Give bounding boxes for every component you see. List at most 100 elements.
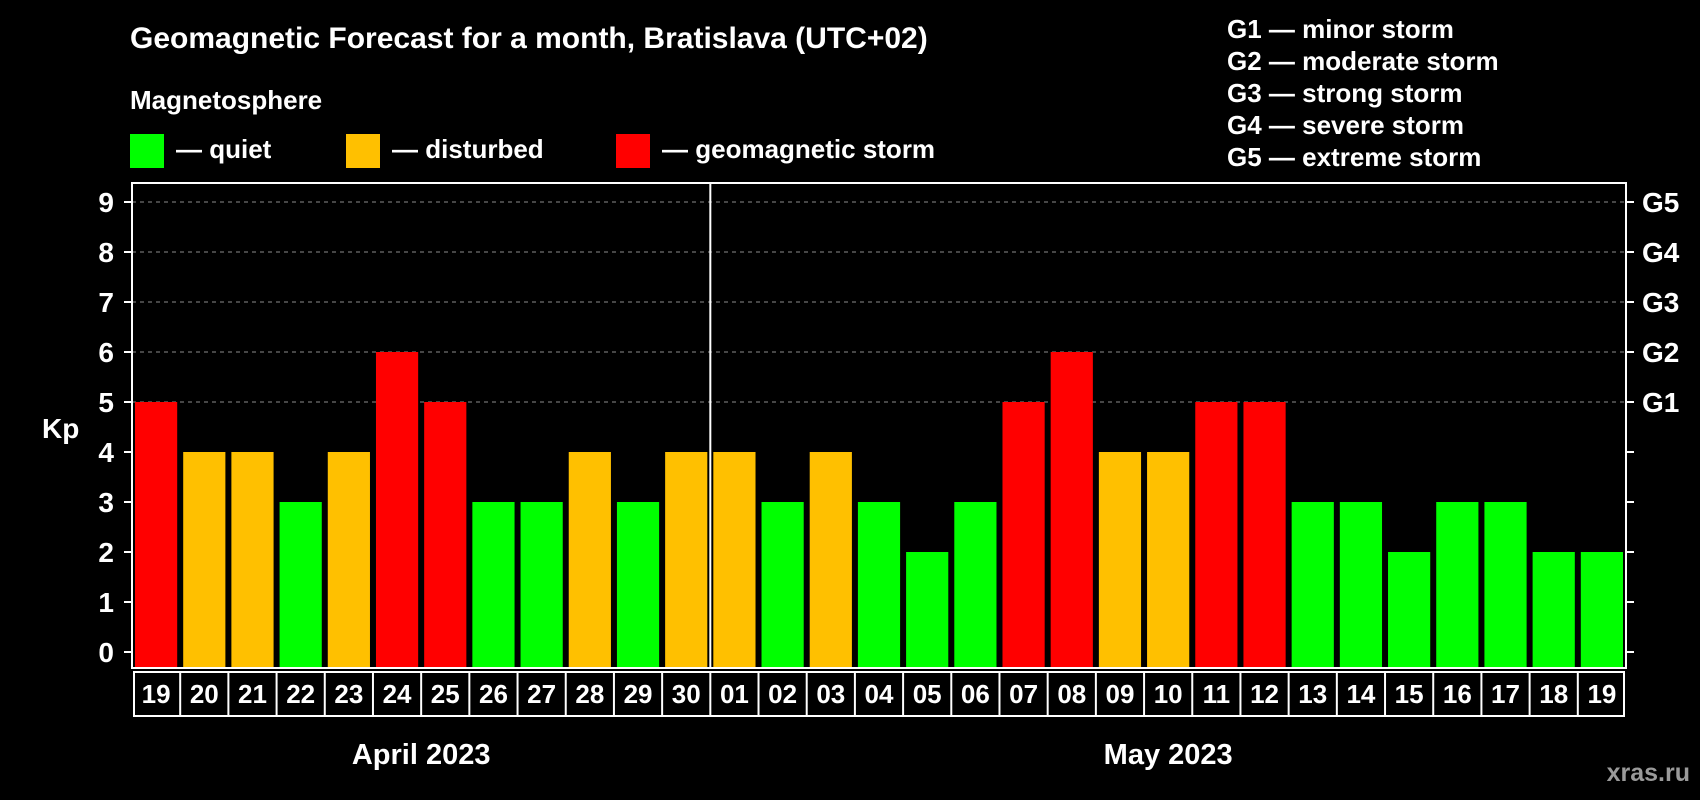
bar-19 <box>1050 352 1093 668</box>
bar-0 <box>135 402 178 668</box>
bar-13 <box>761 502 804 668</box>
bar-15 <box>857 502 901 668</box>
chart-title: Geomagnetic Forecast for a month, Bratis… <box>130 22 928 55</box>
storm-scale-item-4: G5 — extreme storm <box>1227 142 1481 172</box>
legend-label-2: — geomagnetic storm <box>662 134 935 164</box>
day-labels: 19 20 21 22 23 24 25 26 27 28 29 30 01 02 03 04 05 06 07 08… <box>133 671 1625 717</box>
right-axis: G1 G2 G3 G4 G5 <box>1626 187 1680 653</box>
bar-20 <box>1098 452 1142 668</box>
day-label-29: 18 <box>1539 679 1568 709</box>
storm-scale-item-2: G3 — strong storm <box>1227 78 1462 108</box>
y-tick-label-2: 2 <box>98 537 114 568</box>
bar-5 <box>375 352 419 668</box>
y-tick-label-3: 3 <box>98 487 114 518</box>
month-label-0: April 2023 <box>352 739 491 771</box>
legend-label-0: — quiet <box>176 134 272 164</box>
bar-8 <box>520 502 563 668</box>
day-label-16: 05 <box>913 679 942 709</box>
day-label-1: 20 <box>190 679 219 709</box>
day-label-6: 25 <box>431 679 460 709</box>
legend-swatch-1 <box>346 134 380 168</box>
bars <box>135 352 1623 668</box>
bar-24 <box>1291 502 1334 668</box>
y-tick-label-1: 1 <box>98 587 114 618</box>
storm-scale-item-3: G4 — severe storm <box>1227 110 1464 140</box>
bar-17 <box>954 502 997 668</box>
bar-18 <box>1002 402 1045 668</box>
day-label-10: 29 <box>624 679 653 709</box>
day-label-28: 17 <box>1491 679 1520 709</box>
bar-29 <box>1532 552 1575 668</box>
bar-2 <box>231 452 274 668</box>
day-label-17: 06 <box>961 679 990 709</box>
day-label-8: 27 <box>527 679 556 709</box>
day-label-9: 28 <box>575 679 604 709</box>
day-label-18: 07 <box>1009 679 1038 709</box>
right-axis-label-1: G2 <box>1642 337 1679 368</box>
storm-scale-item-0: G1 — minor storm <box>1227 14 1454 44</box>
right-axis-label-0: G1 <box>1642 387 1679 418</box>
bar-30 <box>1580 552 1623 668</box>
bar-26 <box>1388 552 1431 668</box>
bar-1 <box>183 452 226 668</box>
day-label-30: 19 <box>1587 679 1616 709</box>
day-label-2: 21 <box>238 679 267 709</box>
bar-12 <box>713 452 756 668</box>
day-label-22: 11 <box>1203 679 1231 709</box>
bar-7 <box>472 502 515 668</box>
day-label-25: 14 <box>1346 679 1375 709</box>
month-labels: April 2023 May 2023 <box>352 739 1233 771</box>
y-tick-label-4: 4 <box>98 437 114 468</box>
plot-frame <box>131 182 1627 669</box>
legend-swatch-0 <box>130 134 164 168</box>
day-label-21: 10 <box>1154 679 1183 709</box>
month-label-1: May 2023 <box>1104 739 1233 771</box>
right-axis-label-4: G5 <box>1642 187 1679 218</box>
plot-border <box>131 182 1627 669</box>
right-axis-label-3: G4 <box>1642 237 1680 268</box>
bar-25 <box>1339 502 1383 668</box>
bar-14 <box>809 452 852 668</box>
day-label-19: 08 <box>1057 679 1086 709</box>
day-label-4: 23 <box>334 679 363 709</box>
bar-10 <box>616 502 660 668</box>
y-tick-label-6: 6 <box>98 337 114 368</box>
y-axis-label: Kp <box>42 413 79 444</box>
y-tick-label-0: 0 <box>98 637 114 668</box>
day-label-20: 09 <box>1106 679 1135 709</box>
bar-22 <box>1195 402 1238 668</box>
day-label-0: 19 <box>142 679 171 709</box>
legend-heading: Magnetosphere <box>130 85 322 115</box>
y-axis: 0 1 2 3 4 5 6 7 8 9 <box>98 187 132 668</box>
bar-21 <box>1147 452 1190 668</box>
bar-11 <box>665 452 708 668</box>
day-label-7: 26 <box>479 679 508 709</box>
watermark: xras.ru <box>1607 759 1690 787</box>
day-label-15: 04 <box>865 679 894 709</box>
day-label-26: 15 <box>1395 679 1424 709</box>
bar-28 <box>1484 502 1527 668</box>
legend-swatch-2 <box>616 134 650 168</box>
day-label-3: 22 <box>286 679 315 709</box>
legend-label-1: — disturbed <box>392 134 544 164</box>
day-label-5: 24 <box>383 679 412 709</box>
day-label-23: 12 <box>1250 679 1279 709</box>
bar-3 <box>279 502 322 668</box>
y-tick-label-9: 9 <box>98 187 114 218</box>
bar-16 <box>906 552 949 668</box>
bar-9 <box>568 452 611 668</box>
y-tick-label-7: 7 <box>98 287 114 318</box>
day-label-13: 02 <box>768 679 797 709</box>
bar-27 <box>1436 502 1479 668</box>
day-row-border <box>133 671 1625 717</box>
day-label-24: 13 <box>1298 679 1327 709</box>
day-label-12: 01 <box>720 679 749 709</box>
legend: — quiet — disturbed — geomagnetic storm <box>130 134 935 168</box>
bar-6 <box>424 402 467 668</box>
day-label-27: 16 <box>1443 679 1472 709</box>
y-tick-label-8: 8 <box>98 237 114 268</box>
right-axis-label-2: G3 <box>1642 287 1679 318</box>
day-label-11: 30 <box>672 679 701 709</box>
